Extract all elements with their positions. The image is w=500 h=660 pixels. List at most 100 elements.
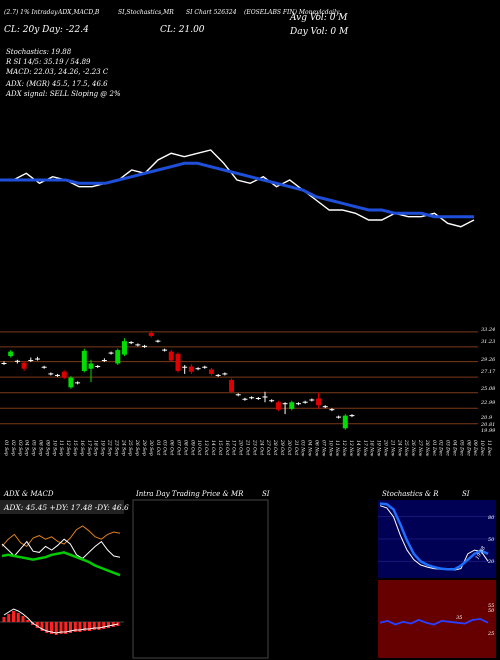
x-tick-label: 29 Oct (279, 439, 285, 455)
x-tick-label: 04 Nov (307, 440, 313, 457)
x-tick-label: 10 Oct (196, 440, 202, 455)
intraday-panel: Intra Day Trading Price & MR SI (132, 490, 270, 659)
x-tick-label: 03 Oct (162, 440, 168, 455)
stoch-k-line (379, 505, 489, 571)
macd-bar (12, 611, 15, 622)
candle-body (88, 363, 94, 369)
header-item: ADX,MACD,B (57, 9, 100, 16)
x-tick-label: 13 Oct (203, 440, 209, 455)
x-tick-label: 24 Sep (120, 439, 126, 456)
stoch-y-tick: 80 (488, 515, 495, 521)
avg-volume: Avg Vol: 0 M (289, 13, 348, 23)
stoch-d-line (379, 502, 489, 571)
header-summary: CL: 20y Day: -22.4 (4, 25, 89, 35)
stochastics-si-label: SI (462, 490, 470, 498)
x-tick-label: 06 Nov (314, 440, 320, 457)
x-tick-label: 20 Oct (238, 439, 244, 455)
candlestick-chart (1, 330, 355, 430)
rsi-y-tick: 50 (488, 608, 495, 614)
adx-trend-line (1, 551, 121, 577)
x-tick-label: 26 Sep (134, 439, 140, 456)
x-tick-label: 02 Sep (10, 440, 16, 456)
y-tick-label: 22.99 (480, 400, 496, 406)
candle-body (275, 402, 281, 410)
candle-body (68, 377, 74, 388)
y-tick-label: 19.99 (481, 428, 496, 434)
macd-bar (88, 622, 91, 631)
x-tick-label: 19 Sep (100, 440, 106, 456)
x-tick-label: 03 Sep (17, 440, 23, 456)
x-tick-label: 07 Oct (176, 440, 182, 455)
header-item: SI Chart 526324 (186, 9, 237, 16)
day-volume: Day Vol: 0 M (289, 27, 349, 37)
rsi-readout: R SI 14/5: 35.19 / 54.89 (5, 58, 91, 66)
x-tick-label: 01 Oct (155, 440, 161, 455)
macd-bar (83, 622, 87, 631)
adx-signal-readout: ADX signal: SELL Sloping @ 2% (5, 90, 121, 98)
x-tick-label: 18 Nov (369, 440, 375, 457)
macd-histogram (0, 608, 124, 635)
y-tick-label: 27.17 (480, 369, 496, 375)
x-tick-label: 25 Sep (127, 439, 133, 456)
x-tick-label: 31 Oct (293, 440, 299, 455)
candle-body (121, 341, 127, 355)
macd-bar (92, 622, 96, 630)
x-tick-label: 30 Sep (148, 440, 154, 456)
candlestick-x-axis: 01 Sep 02 Sep 03 Sep 04 Sep 05 Sep 08 Sep 09 S… (3, 439, 492, 457)
adx-values-text: ADX: 45.45 +DY: 17.48 -DY: 46.6 (3, 503, 129, 512)
intraday-si-label: SI (262, 490, 270, 498)
moving-average-line (0, 161, 474, 219)
macd-bar (45, 622, 49, 633)
x-tick-label: 23 Sep (113, 439, 119, 456)
price-overview-chart (0, 149, 475, 228)
candle-body (115, 350, 121, 364)
x-tick-label: 06 Oct (169, 440, 175, 455)
di-line (1, 538, 121, 560)
x-tick-label: 09 Dec (472, 440, 478, 456)
x-tick-label: 18 Sep (93, 440, 99, 456)
x-tick-label: 09 Sep (44, 440, 50, 456)
x-tick-label: 11 Dec (486, 440, 492, 456)
candlestick-grid (0, 331, 478, 425)
x-tick-label: 15 Sep (72, 440, 78, 456)
candle-body (342, 415, 348, 429)
candle-body (21, 362, 27, 369)
macd-readout: MACD: 22.03, 24.26, -2.23 C (5, 68, 109, 76)
macd-bar (107, 622, 110, 628)
macd-bar (50, 622, 53, 634)
macd-bar (73, 622, 77, 632)
x-tick-label: 11 Sep (58, 440, 64, 456)
y-tick-label: 25.08 (480, 386, 495, 392)
x-tick-label: 05 Sep (31, 440, 37, 456)
rsi-value-label: 35 (456, 615, 462, 621)
x-tick-label: 03 Dec (445, 440, 451, 456)
macd-bar (21, 616, 25, 622)
x-tick-label: 16 Oct (224, 440, 230, 455)
x-tick-label: 27 Oct (265, 439, 271, 455)
x-tick-label: 24 Oct (258, 439, 264, 455)
candlestick-y-axis: 33.24 31.23 29.26 27.17 25.08 22.99 20.920.811… (480, 327, 496, 434)
stoch-y-tick: 50 (488, 537, 495, 543)
macd-bar (2, 617, 6, 622)
x-tick-label: 05 Dec (458, 440, 464, 456)
macd-bar (64, 622, 68, 634)
y-tick-label: 20.9 (480, 415, 493, 421)
x-tick-label: 04 Sep (24, 440, 30, 456)
x-tick-label: 17 Oct (231, 440, 237, 455)
x-tick-label: 16 Sep (79, 440, 85, 456)
x-tick-label: 08 Sep (38, 440, 44, 456)
stochastics-readout: Stochastics: 19.88 (6, 48, 72, 56)
macd-bar (26, 620, 30, 622)
macd-bar (16, 613, 20, 622)
x-tick-label: 04 Dec (452, 440, 458, 456)
x-tick-label: 07 Nov (320, 440, 326, 457)
x-tick-label: 10 Dec (479, 440, 485, 456)
x-tick-label: 22 Sep (107, 439, 113, 456)
x-tick-label: 23 Oct (251, 439, 257, 455)
stochastics-panel-title: Stochastics & R (382, 490, 439, 498)
x-tick-label: 20 Nov (383, 439, 389, 457)
